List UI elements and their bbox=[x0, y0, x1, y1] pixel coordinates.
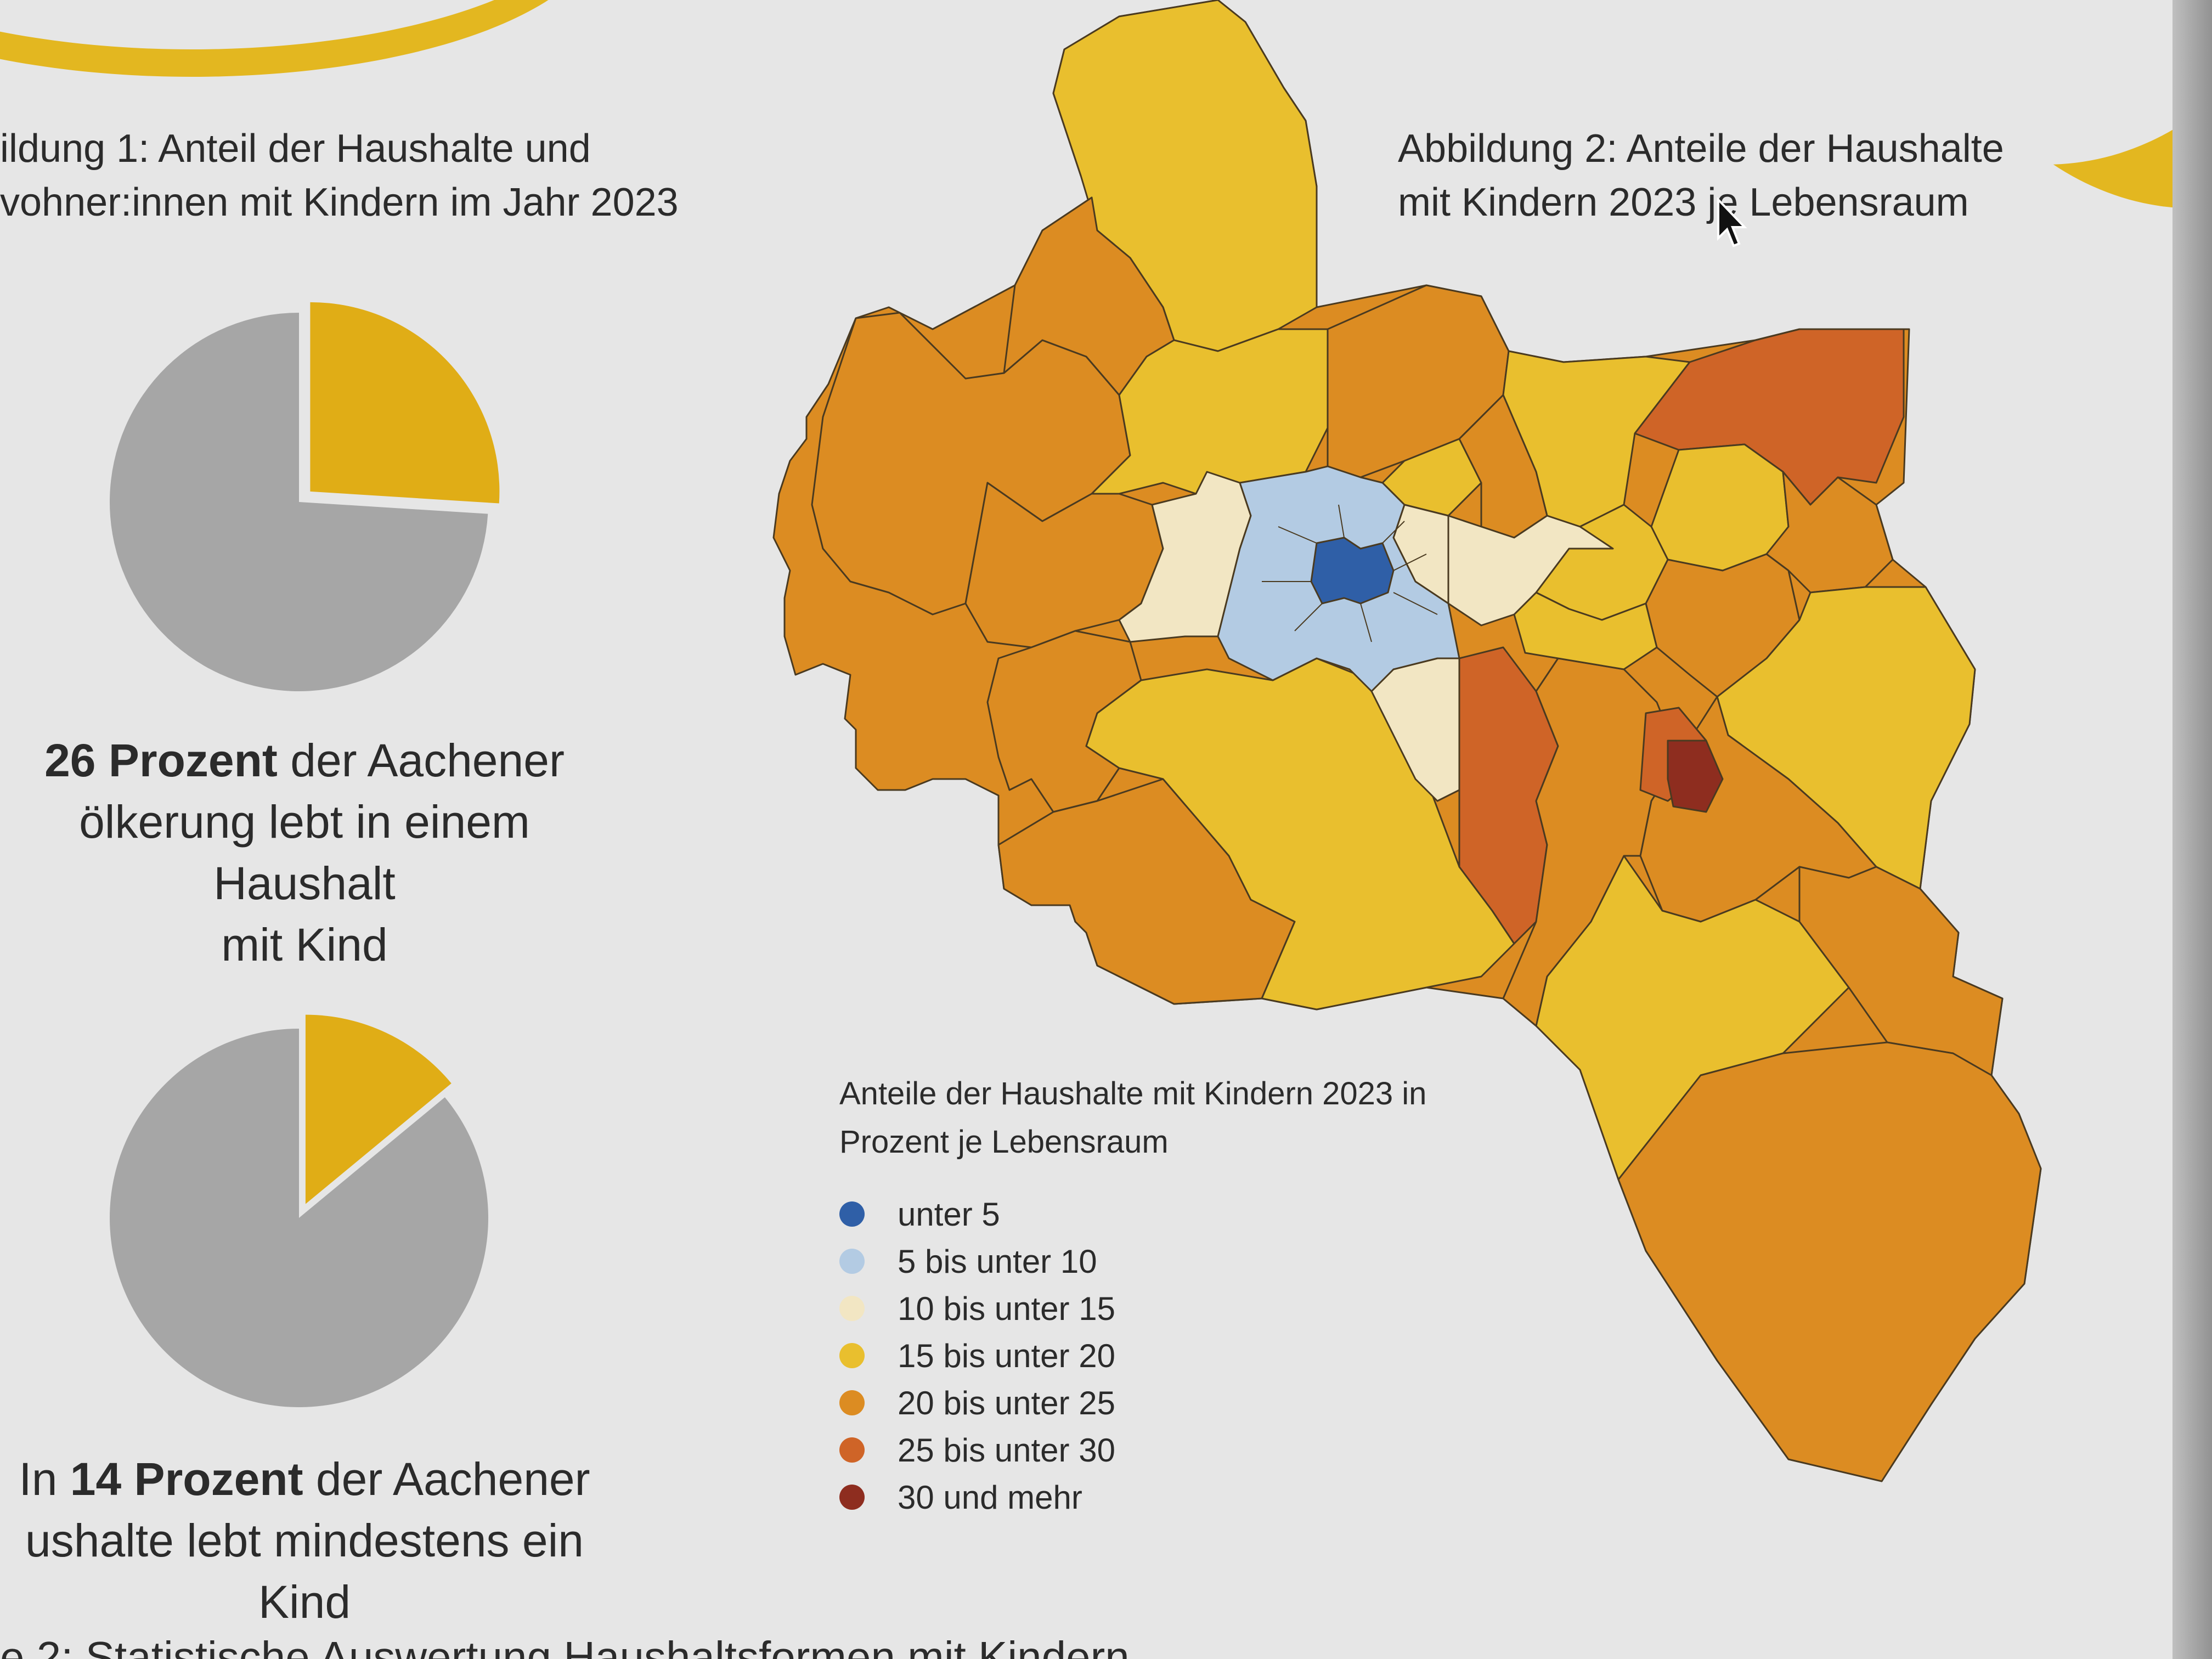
legend-title-line2: Prozent je Lebensraum bbox=[839, 1124, 1169, 1160]
figure2-title: Abbildung 2: Anteile der Haushalte mit K… bbox=[1398, 122, 2004, 229]
pie-slice-highlight bbox=[305, 1014, 452, 1204]
figure1-title-line1: ildung 1: Anteil der Haushalte und bbox=[0, 127, 591, 171]
district-cream-east bbox=[1447, 515, 1614, 627]
figure2-title-line1: Abbildung 2: Anteile der Haushalte bbox=[1398, 127, 2004, 171]
aachen-district-map bbox=[772, 0, 2042, 1482]
legend-swatch bbox=[839, 1201, 865, 1227]
pie2-caption-prefix: In bbox=[19, 1453, 70, 1505]
legend-label: unter 5 bbox=[898, 1195, 1000, 1233]
legend-swatch bbox=[839, 1249, 865, 1274]
pie1-caption-line3: mit Kind bbox=[221, 919, 388, 970]
mouse-cursor-icon bbox=[1717, 198, 1747, 247]
pie-chart-households bbox=[110, 1014, 489, 1408]
pie1-caption-rest: der Aachener bbox=[277, 735, 565, 786]
legend-swatch bbox=[839, 1437, 865, 1463]
legend-item: 30 und mehr bbox=[839, 1474, 1115, 1521]
legend-label: 15 bis unter 20 bbox=[898, 1337, 1115, 1374]
pie2-caption: In 14 Prozent der Aachener ushalte lebt … bbox=[0, 1448, 609, 1633]
legend-item: 10 bis unter 15 bbox=[839, 1285, 1115, 1332]
pie1-caption-bold: 26 Prozent bbox=[44, 735, 278, 786]
legend-label: 5 bis unter 10 bbox=[898, 1243, 1097, 1280]
figure1-title: ildung 1: Anteil der Haushalte und vohne… bbox=[0, 122, 679, 229]
legend-item: 20 bis unter 25 bbox=[839, 1379, 1115, 1426]
legend-item: 15 bis unter 20 bbox=[839, 1332, 1115, 1379]
legend-label: 20 bis unter 25 bbox=[898, 1384, 1115, 1421]
pie-chart-persons bbox=[109, 302, 500, 692]
district-core bbox=[1310, 537, 1395, 605]
legend-item: unter 5 bbox=[839, 1190, 1115, 1238]
district-inner-se bbox=[1513, 591, 1658, 670]
legend-item: 5 bis unter 10 bbox=[839, 1238, 1115, 1285]
legend-item: 25 bis unter 30 bbox=[839, 1426, 1115, 1474]
district-deep-south bbox=[1617, 1041, 2042, 1482]
district-dark-b bbox=[1667, 740, 1724, 813]
pie2-caption-bold: 14 Prozent bbox=[70, 1453, 303, 1505]
legend-swatch bbox=[839, 1296, 865, 1321]
center-boundaries bbox=[1262, 504, 1438, 642]
pie-slice-highlight bbox=[310, 302, 500, 504]
pie-slice-rest bbox=[109, 313, 488, 692]
legend-label: 25 bis unter 30 bbox=[898, 1431, 1115, 1469]
legend-title: Anteile der Haushalte mit Kindern 2023 i… bbox=[839, 1070, 1426, 1166]
legend-swatch bbox=[839, 1343, 865, 1368]
pie2-caption-line2: ushalte lebt mindestens ein Kind bbox=[25, 1515, 584, 1628]
figure2-title-line2: mit Kindern 2023 je Lebensraum bbox=[1398, 180, 1969, 224]
legend-label: 30 und mehr bbox=[898, 1479, 1082, 1516]
pie-slice-rest bbox=[110, 1029, 489, 1408]
monitor-bezel bbox=[2172, 0, 2212, 1659]
district-se-lower bbox=[1798, 866, 2004, 1076]
legend-swatch bbox=[839, 1390, 865, 1415]
legend-label: 10 bis unter 15 bbox=[898, 1290, 1115, 1327]
pie1-caption: 26 Prozent der Aachener ölkerung lebt in… bbox=[0, 730, 609, 975]
map-legend: unter 5 5 bis unter 10 10 bis unter 15 1… bbox=[839, 1190, 1115, 1521]
figure1-title-line2: vohner:innen mit Kindern im Jahr 2023 bbox=[0, 180, 679, 224]
pie1-caption-line2: ölkerung lebt in einem Haushalt bbox=[79, 796, 530, 909]
legend-swatch bbox=[839, 1485, 865, 1510]
bottom-cut-off-text: e 2: Statistische Auswertung Haushaltsfo… bbox=[0, 1633, 1130, 1659]
pie2-caption-rest: der Aachener bbox=[303, 1453, 590, 1505]
pie2-caption-line1: In 14 Prozent der Aachener bbox=[0, 1448, 609, 1510]
pie1-caption-line1: 26 Prozent der Aachener bbox=[0, 730, 609, 791]
legend-title-line1: Anteile der Haushalte mit Kindern 2023 i… bbox=[839, 1076, 1427, 1111]
